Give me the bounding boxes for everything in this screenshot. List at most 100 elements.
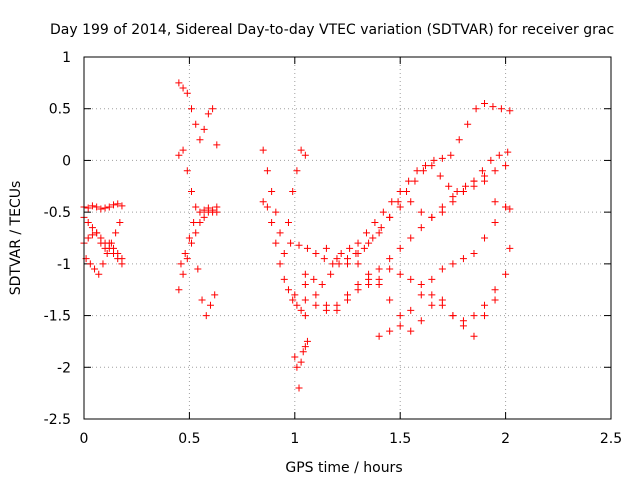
data-point	[259, 198, 267, 206]
data-point	[438, 154, 446, 162]
data-point	[183, 255, 191, 263]
y-tick-label: 1	[62, 50, 71, 66]
data-point	[312, 250, 320, 258]
x-tick-label: 2	[501, 431, 510, 447]
data-point	[202, 312, 210, 320]
data-point	[447, 151, 455, 159]
data-point	[175, 286, 183, 294]
data-point	[502, 203, 510, 211]
data-point	[297, 306, 305, 314]
data-point	[183, 89, 191, 97]
data-point	[354, 286, 362, 294]
data-point	[312, 291, 320, 299]
data-point	[344, 296, 351, 304]
data-point	[481, 312, 489, 320]
data-point	[407, 327, 415, 335]
data-point	[417, 317, 425, 325]
data-point	[289, 296, 297, 304]
data-point	[280, 275, 288, 283]
data-point	[407, 275, 415, 283]
plot-frame	[83, 56, 612, 420]
data-point	[506, 244, 514, 252]
data-point	[192, 229, 200, 237]
data-point	[396, 322, 404, 330]
data-point	[291, 291, 299, 299]
data-point	[280, 250, 288, 258]
data-point	[365, 281, 373, 289]
data-point	[114, 250, 122, 258]
data-point	[293, 363, 301, 371]
x-tick-label: 0.5	[178, 431, 200, 447]
data-point	[91, 265, 99, 273]
data-point	[192, 120, 200, 128]
data-point	[301, 312, 309, 320]
data-point	[97, 239, 105, 247]
data-point	[379, 208, 387, 216]
data-point	[175, 151, 183, 159]
data-point	[181, 250, 189, 258]
data-point	[428, 291, 436, 299]
data-point	[259, 146, 267, 154]
y-tick-label: -1.5	[44, 309, 71, 325]
data-point	[188, 187, 196, 195]
data-point	[478, 167, 486, 175]
data-point	[417, 291, 425, 299]
x-axis-label: GPS time / hours	[285, 460, 402, 476]
data-point	[455, 136, 463, 144]
data-point	[407, 234, 415, 242]
data-point	[175, 79, 183, 87]
data-point	[200, 206, 208, 214]
data-point	[320, 255, 328, 263]
data-point	[506, 205, 514, 213]
data-point	[198, 296, 206, 304]
data-point	[491, 286, 499, 294]
data-point	[301, 281, 309, 289]
data-point	[337, 250, 345, 258]
data-point	[497, 105, 505, 113]
data-point	[438, 265, 446, 273]
data-point	[190, 218, 198, 226]
data-point	[413, 167, 421, 175]
data-point	[196, 136, 204, 144]
data-point	[204, 110, 212, 118]
data-point	[177, 260, 185, 268]
data-point	[312, 301, 320, 309]
data-point	[459, 322, 467, 330]
y-tick-label: -1	[57, 257, 71, 273]
data-point	[369, 234, 377, 242]
data-point	[438, 301, 446, 309]
data-point	[470, 332, 478, 340]
data-point	[213, 141, 221, 149]
data-point	[322, 301, 330, 309]
data-point	[192, 203, 200, 211]
data-point	[421, 162, 429, 170]
y-tick-label: -0.5	[44, 205, 71, 221]
data-point	[375, 229, 383, 237]
data-point	[436, 172, 444, 180]
data-point	[470, 250, 478, 258]
x-tick-label: 1.5	[389, 431, 411, 447]
data-point	[188, 239, 196, 247]
data-point	[211, 291, 219, 299]
data-point	[375, 332, 383, 340]
data-point	[362, 229, 370, 237]
data-point	[303, 244, 311, 252]
data-point	[396, 187, 404, 195]
data-point	[333, 306, 341, 314]
data-point	[112, 229, 120, 237]
data-point	[375, 265, 383, 273]
data-point	[93, 203, 101, 211]
data-point	[354, 260, 362, 268]
data-point	[303, 337, 311, 345]
y-tick-label: -2.5	[44, 412, 71, 428]
data-point	[405, 177, 413, 185]
data-point	[93, 229, 101, 237]
data-point	[491, 167, 499, 175]
data-point	[487, 156, 495, 164]
data-point	[268, 218, 276, 226]
data-point	[495, 151, 503, 159]
data-point	[396, 270, 404, 278]
data-point	[354, 239, 362, 247]
data-point	[196, 208, 204, 216]
y-axis-label: SDTVAR / TECUs	[8, 181, 24, 296]
